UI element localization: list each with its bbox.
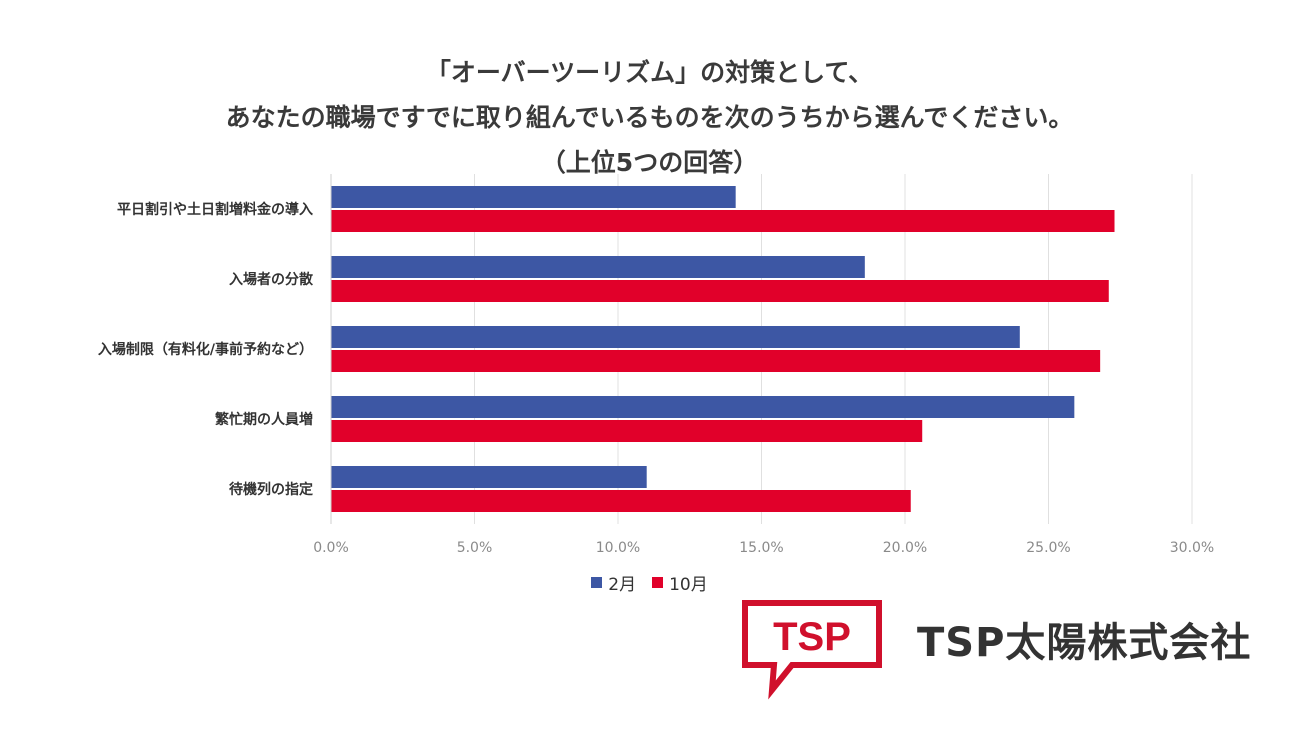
category-label: 入場者の分散 <box>229 271 314 288</box>
company-name: TSP太陽株式会社 <box>917 620 1252 666</box>
legend-label-feb: 2月 <box>608 575 637 595</box>
bar-chart: 0.0% 5.0% 10.0% 15.0% 20.0% 25.0% 30.0% 平日割引や土日… <box>98 174 1214 556</box>
title-line-1: 「オーバーツーリズム」の対策として、 <box>425 58 874 87</box>
legend-label-oct: 10月 <box>669 575 708 595</box>
x-tick-label: 25.0% <box>1026 540 1070 556</box>
x-tick-label: 15.0% <box>739 540 783 556</box>
x-tick-label: 20.0% <box>883 540 927 556</box>
title-line-2: あなたの職場ですでに取り組んでいるものを次のうちから選んでください。 <box>225 103 1074 132</box>
bar-oct <box>331 490 911 512</box>
bar-feb <box>331 326 1020 348</box>
x-tick-label: 30.0% <box>1170 540 1214 556</box>
x-tick-label: 10.0% <box>596 540 640 556</box>
legend-item-oct: 10月 <box>652 570 708 595</box>
title-line-3: （上位5つの回答） <box>540 148 759 177</box>
legend: 2月 10月 <box>0 570 1299 595</box>
company-logo: TSP TSP太陽株式会社 <box>742 600 1250 700</box>
category-label: 平日割引や土日割増料金の導入 <box>117 201 313 218</box>
bar-feb <box>331 186 736 208</box>
bar-feb <box>331 256 865 278</box>
x-tick-label: 5.0% <box>457 540 493 556</box>
bar-oct <box>331 350 1101 372</box>
bar-oct <box>331 420 923 442</box>
bar-feb <box>331 466 647 488</box>
category-label: 入場制限（有料化/事前予約など） <box>98 341 313 358</box>
bar-oct <box>331 280 1109 302</box>
chart-title: 「オーバーツーリズム」の対策として、 あなたの職場ですでに取り組んでいるものを次… <box>0 50 1299 185</box>
legend-swatch-feb <box>591 577 603 588</box>
x-tick-label: 0.0% <box>313 540 349 556</box>
legend-swatch-oct <box>652 577 664 588</box>
logo-mark-text: TSP <box>773 615 851 659</box>
bar-feb <box>331 396 1075 418</box>
category-label: 待機列の指定 <box>229 481 313 498</box>
tsp-logo-mark: TSP <box>742 600 882 700</box>
category-label: 繁忙期の人員増 <box>214 411 313 428</box>
legend-item-feb: 2月 <box>591 570 636 595</box>
bar-oct <box>331 210 1115 232</box>
